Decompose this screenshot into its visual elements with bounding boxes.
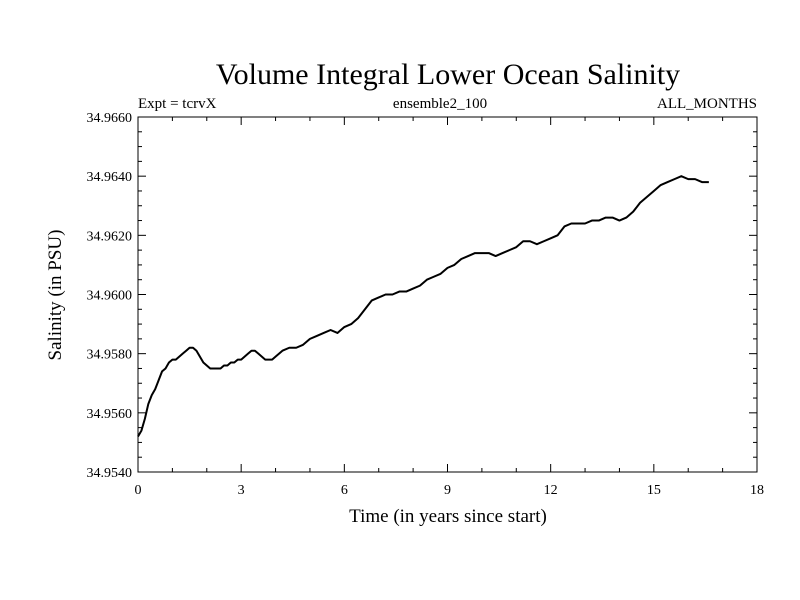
y-tick-label: 34.9540 bbox=[87, 466, 133, 481]
x-tick-label: 12 bbox=[544, 483, 558, 498]
ensemble-label: ensemble2_100 bbox=[393, 96, 487, 112]
y-tick-label: 34.9560 bbox=[87, 407, 133, 422]
y-axis-label: Salinity (in PSU) bbox=[45, 230, 66, 361]
y-tick-label: 34.9640 bbox=[87, 170, 133, 185]
x-axis-label: Time (in years since start) bbox=[349, 506, 547, 527]
y-tick-label: 34.9600 bbox=[87, 289, 133, 304]
plot-frame bbox=[137, 116, 758, 473]
y-tick-labels: 34.9540 34.9560 34.9580 34.9600 34.9620 34.96… bbox=[87, 111, 133, 481]
y-tick-label: 34.9580 bbox=[87, 348, 133, 363]
x-tick-label: 6 bbox=[341, 483, 348, 498]
chart-title: Volume Integral Lower Ocean Salinity bbox=[216, 58, 680, 91]
x-tick-label: 3 bbox=[238, 483, 245, 498]
experiment-label: Expt = tcrvX bbox=[138, 96, 217, 112]
x-tick-label: 18 bbox=[750, 483, 764, 498]
x-tick-labels: 0 3 6 9 12 15 18 bbox=[135, 483, 765, 498]
y-tick-label: 34.9660 bbox=[87, 111, 133, 126]
months-label: ALL_MONTHS bbox=[657, 96, 757, 112]
x-tick-label: 15 bbox=[647, 483, 661, 498]
salinity-series-line bbox=[137, 175, 709, 438]
y-tick-label: 34.9620 bbox=[87, 229, 133, 244]
axis-ticks bbox=[137, 116, 758, 473]
x-tick-label: 0 bbox=[135, 483, 142, 498]
x-tick-label: 9 bbox=[444, 483, 451, 498]
